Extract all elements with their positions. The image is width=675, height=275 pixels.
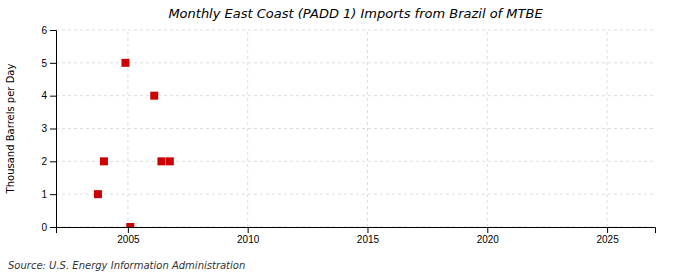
x-axis-tick-label: 2025 xyxy=(596,234,619,245)
y-axis-tick-mark xyxy=(50,161,56,162)
y-axis-tick: 2 xyxy=(41,156,56,167)
x-axis-tick-label: 2015 xyxy=(357,234,380,245)
grid-line-y xyxy=(56,194,655,195)
grid-line-x xyxy=(367,30,368,227)
x-axis-tick-label: 2005 xyxy=(117,234,140,245)
x-axis-tick-label: 2010 xyxy=(237,234,260,245)
y-axis-tick: 4 xyxy=(41,90,56,101)
y-axis-tick-mark xyxy=(50,129,56,130)
y-axis-tick: 1 xyxy=(41,189,56,200)
y-axis-tick-mark xyxy=(50,63,56,64)
x-axis-tick: 2015 xyxy=(357,227,380,245)
grid-line-y xyxy=(56,95,655,96)
y-axis-tick: 5 xyxy=(41,58,56,69)
point xyxy=(157,157,165,165)
point xyxy=(166,157,174,165)
y-axis-tick-mark xyxy=(50,194,56,195)
grid xyxy=(56,30,655,227)
x-axis-tick: 2020 xyxy=(477,227,500,245)
grid-line-x xyxy=(607,30,608,227)
y-axis-tick: 3 xyxy=(41,123,56,134)
y-axis-tick-label: 0 xyxy=(41,222,47,233)
source: Source: U.S. Energy Information Administ… xyxy=(8,260,245,271)
grid-line-y xyxy=(56,161,655,162)
y-axis: 0 1 2 3 4 5 6 xyxy=(41,25,56,233)
y-axis-title: Thousand Barrels per Day xyxy=(5,64,16,195)
grid-line-y xyxy=(56,62,655,63)
y-axis-tick-label: 4 xyxy=(41,90,47,101)
point xyxy=(94,190,102,198)
grid-line-y xyxy=(56,30,655,31)
x-axis-tick-mark xyxy=(248,227,249,233)
grid-line-y xyxy=(56,128,655,129)
y-axis-tick-label: 3 xyxy=(41,123,47,134)
x-axis-tick: 2005 xyxy=(117,227,140,245)
x-axis-tick: 2025 xyxy=(596,227,619,245)
grid-line-x xyxy=(487,30,488,227)
x-axis: 2005 2010 2015 2020 2025 xyxy=(57,227,656,245)
y-axis-tick-label: 6 xyxy=(41,25,47,36)
x-axis-tick-label: 2020 xyxy=(477,234,500,245)
point xyxy=(126,223,134,227)
x-axis-tick: 2010 xyxy=(237,227,260,245)
y-axis-tick-mark xyxy=(50,227,56,228)
y-axis-tick-mark xyxy=(50,96,56,97)
plot-area xyxy=(94,59,174,227)
title: Monthly East Coast (PADD 1) Imports from… xyxy=(168,6,543,21)
y-axis-tick: 0 xyxy=(41,222,56,233)
point xyxy=(100,157,108,165)
y-axis-line xyxy=(50,31,57,228)
y-axis-tick-label: 1 xyxy=(41,189,47,200)
chart-svg: 2005 2010 2015 2020 2025 0 1 2 3 4 5 6 Monthly East … xyxy=(0,0,675,275)
y-axis-tick-label: 5 xyxy=(41,58,47,69)
x-axis-tick-mark xyxy=(607,227,608,233)
x-axis-tick-mark xyxy=(367,227,368,233)
x-axis-line xyxy=(57,228,656,234)
x-axis-tick-mark xyxy=(128,227,129,233)
y-axis-tick: 6 xyxy=(41,25,56,36)
point xyxy=(150,92,158,100)
y-axis-tick-label: 2 xyxy=(41,156,47,167)
point xyxy=(121,59,129,67)
x-axis-tick-mark xyxy=(487,227,488,233)
y-axis-tick-mark xyxy=(50,30,56,31)
